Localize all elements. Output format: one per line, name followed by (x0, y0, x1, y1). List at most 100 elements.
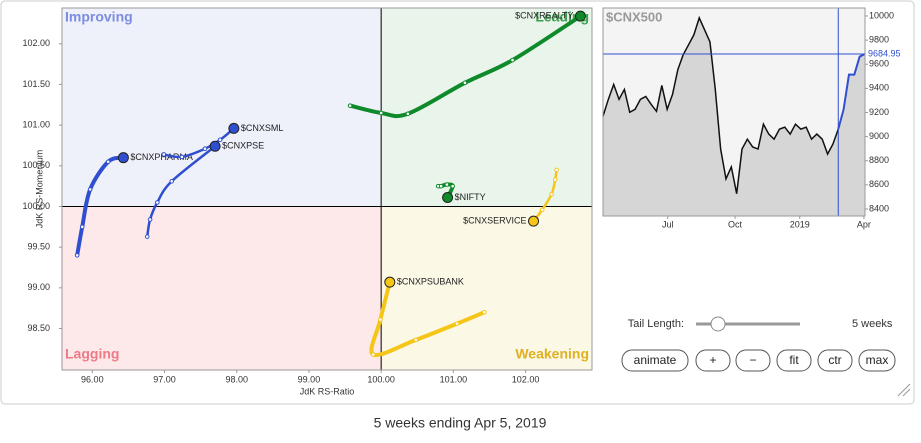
quadrant-label: Improving (65, 9, 133, 25)
button-frame[interactable] (858, 349, 896, 372)
y-tick-label: 99.50 (27, 242, 50, 252)
tail-point (454, 321, 460, 326)
head-marker (528, 215, 540, 227)
mini-frame (602, 7, 866, 217)
tail-point (549, 191, 554, 197)
head-marker (574, 10, 586, 22)
button-frame[interactable] (695, 349, 731, 372)
last-value-label: 9684.95 (868, 48, 901, 58)
button-label[interactable]: ctr (828, 353, 841, 367)
tail-point (74, 252, 80, 258)
series-label: $CNXPSE (222, 141, 264, 151)
y-tick-label: 9000 (869, 131, 889, 141)
button[interactable]: ctr (817, 349, 853, 372)
x-tick-label: 2019 (790, 219, 810, 229)
x-tick-label: 97.00 (153, 374, 176, 384)
button[interactable]: − (735, 349, 771, 372)
quadrant (381, 206, 592, 370)
tail-value: 5 weeks (852, 318, 893, 330)
y-tick-label: 10000 (869, 10, 894, 20)
tail-point (179, 154, 185, 160)
quadrant (62, 206, 382, 370)
tail-point (161, 152, 167, 157)
x-tick-label: 102.00 (512, 374, 540, 384)
y-tick-label: 99.00 (27, 282, 50, 292)
quadrant-label: Weakening (515, 346, 589, 362)
y-tick-label: 101.50 (22, 79, 50, 89)
x-tick-label: Apr (857, 219, 871, 229)
area (603, 17, 865, 216)
series-label: $CNXREALTY (515, 11, 573, 21)
tail-point (462, 80, 468, 86)
tail-point (444, 182, 450, 187)
head-marker (442, 192, 454, 204)
caption: 5 weeks ending Apr 5, 2019 (374, 415, 547, 431)
tail-point (217, 137, 223, 143)
y-tick-label: 100.00 (22, 201, 50, 211)
button-label[interactable]: max (866, 353, 889, 367)
x-tick-label: Oct (728, 219, 743, 229)
quadrant (62, 8, 382, 207)
series-label: $CNXSML (241, 123, 284, 133)
resize-handle (897, 383, 911, 397)
button-frame[interactable] (776, 349, 812, 372)
tail-line (837, 53, 866, 130)
button[interactable]: animate (621, 349, 689, 372)
button-frame[interactable] (621, 349, 689, 372)
button-frame[interactable] (817, 349, 853, 372)
tail-point (405, 111, 411, 117)
head-marker (228, 122, 240, 134)
tail-point (155, 200, 160, 205)
y-tick-label: 100.50 (22, 160, 50, 170)
tail-point (438, 183, 444, 189)
y-tick-label: 9400 (869, 83, 889, 93)
tail-point (169, 178, 175, 184)
series-label: $CNXSERVICE (463, 216, 526, 226)
button-label[interactable]: fit (789, 353, 799, 367)
button[interactable]: max (858, 349, 896, 372)
tail-point (87, 187, 93, 192)
rrg-frame (61, 7, 593, 371)
tail-point (347, 103, 353, 108)
button-label[interactable]: + (709, 353, 716, 367)
tail-point (510, 57, 515, 63)
y-tick-label: 101.00 (22, 120, 50, 130)
button[interactable]: fit (776, 349, 812, 372)
tail-point (105, 159, 111, 165)
y-tick-label: 9600 (869, 59, 889, 69)
tail-point (413, 337, 419, 343)
x-tick-label: 98.00 (225, 374, 248, 384)
quadrant (381, 8, 592, 207)
x-axis-label: JdK RS-Ratio (300, 386, 355, 396)
slider-thumb[interactable] (710, 316, 726, 332)
y-tick-label: 9200 (869, 107, 889, 117)
y-tick-label: 98.50 (27, 323, 50, 333)
tail-point (539, 207, 545, 213)
last-value-bg (866, 47, 906, 60)
button-label[interactable]: − (749, 353, 756, 367)
tail-point (370, 352, 376, 357)
tail-point (147, 217, 153, 222)
x-tick-label: 99.00 (298, 374, 321, 384)
tail-point (450, 183, 455, 189)
y-tick-label: 8600 (869, 179, 889, 189)
tail-point (378, 317, 383, 322)
y-tick-label: 8800 (869, 155, 889, 165)
series-label: $CNXPHARMA (130, 152, 193, 162)
button[interactable]: + (695, 349, 731, 372)
y-axis-label: JdK RS-Momentum (34, 150, 44, 229)
button-frame[interactable] (735, 349, 771, 372)
y-tick-label: 8400 (869, 203, 889, 213)
button-label[interactable]: animate (634, 353, 677, 367)
price-line (602, 15, 839, 194)
y-tick-label: 9800 (869, 34, 889, 44)
head-marker (384, 276, 396, 288)
y-tick-label: 102.00 (22, 38, 50, 48)
tail-point (378, 110, 384, 116)
x-tick-label: 101.00 (440, 374, 468, 384)
tail-point (79, 224, 85, 230)
x-tick-label: 100.00 (367, 374, 395, 384)
head-marker (117, 152, 129, 164)
